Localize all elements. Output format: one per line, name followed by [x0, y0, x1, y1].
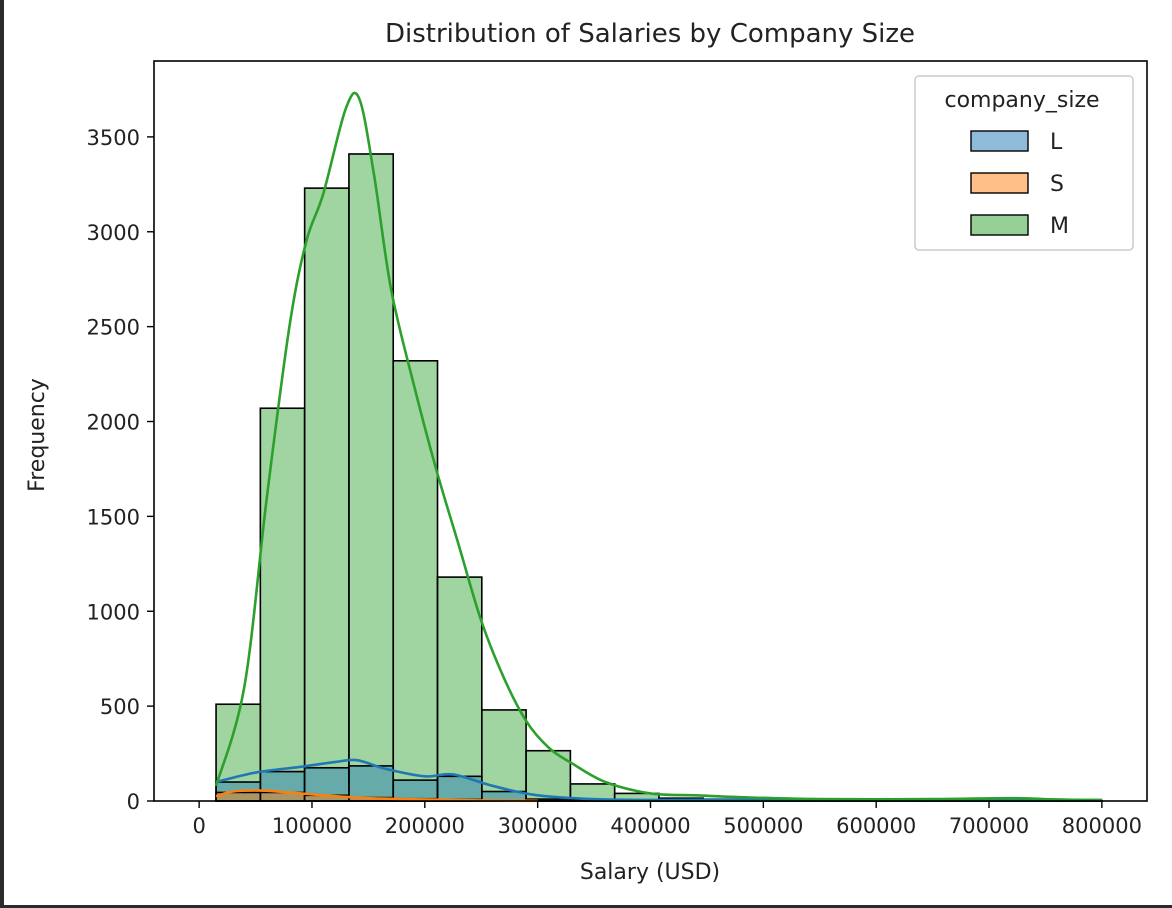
- legend-items: LSM: [970, 130, 1069, 239]
- x-tick-label: 300000: [498, 814, 578, 838]
- x-tick-label: 500000: [723, 814, 803, 838]
- chart-title: Distribution of Salaries by Company Size: [385, 19, 915, 49]
- x-tick-label: 700000: [949, 814, 1029, 838]
- y-axis-title: Frequency: [25, 378, 50, 492]
- bar-M-0: [215, 703, 262, 802]
- y-tick-label: 3500: [87, 126, 140, 150]
- x-tick-label: 100000: [272, 814, 352, 838]
- x-tick-label: 400000: [610, 814, 690, 838]
- y-tick-label: 0: [127, 790, 140, 814]
- legend: company_size LSM: [914, 75, 1134, 251]
- x-tick-label: 200000: [385, 814, 465, 838]
- legend-swatch-L: [970, 130, 1029, 152]
- x-tick-label: 800000: [1062, 814, 1142, 838]
- bar-M-4: [392, 359, 439, 802]
- y-axis-ticks: 0 500 1000 1500 2000 2500 3000 3500: [87, 126, 154, 814]
- bar-M-6: [481, 709, 527, 802]
- legend-title: company_size: [944, 88, 1099, 113]
- bar-L-3: [348, 765, 395, 802]
- x-axis-ticks: 0 100000 200000 300000 400000 500000 600000 700…: [192, 801, 1142, 838]
- bar-M-5: [436, 576, 483, 802]
- bar-M-2: [303, 187, 350, 802]
- legend-swatch-M: [970, 214, 1029, 236]
- bar-M-3: [348, 153, 395, 802]
- bar-M-1: [259, 407, 306, 802]
- x-axis-title: Salary (USD): [580, 860, 720, 885]
- bars-layer: [215, 153, 1103, 802]
- y-tick-label: 1500: [87, 505, 140, 529]
- legend-label-S: S: [1050, 172, 1064, 197]
- window-left-edge: [0, 0, 4, 908]
- y-tick-label: 2000: [87, 411, 140, 435]
- y-tick-label: 3000: [87, 221, 140, 245]
- kde-line-M: [214, 91, 1102, 802]
- legend-swatch-S: [970, 172, 1029, 194]
- y-tick-label: 2500: [87, 316, 140, 340]
- legend-label-L: L: [1050, 130, 1063, 155]
- legend-label-M: M: [1050, 214, 1069, 239]
- x-tick-label: 0: [192, 814, 205, 838]
- window-bottom-edge: [0, 905, 1172, 908]
- y-tick-label: 500: [100, 695, 140, 719]
- y-tick-label: 1000: [87, 600, 140, 624]
- legend-frame: [914, 75, 1134, 251]
- x-tick-label: 600000: [836, 814, 916, 838]
